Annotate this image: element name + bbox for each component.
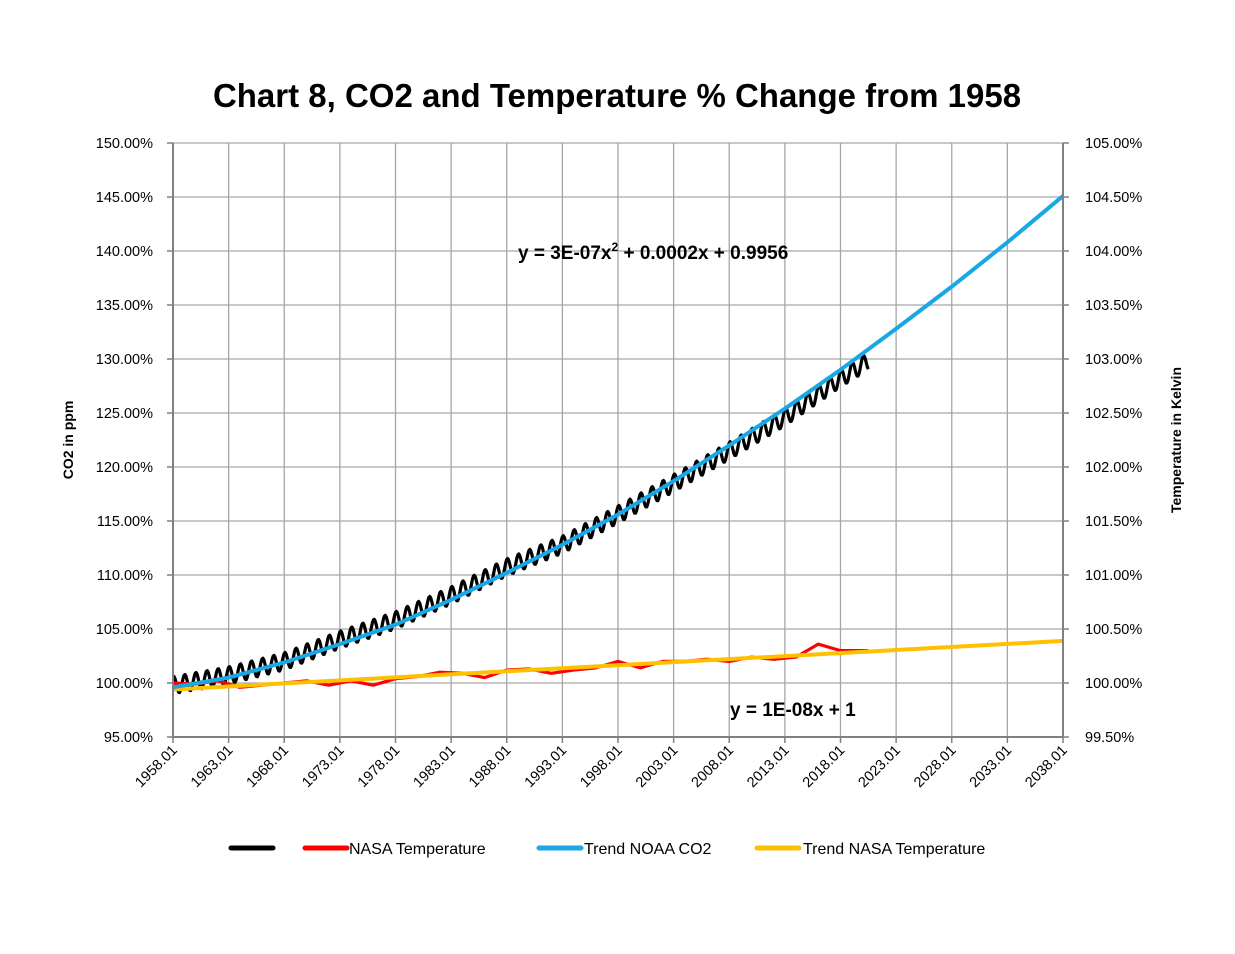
x-tick-label: 2033.01 — [967, 743, 1015, 791]
temperature-trend-equation: y = 1E-08x + 1 — [730, 700, 856, 721]
y-tick-label-right: 103.50% — [1085, 298, 1142, 314]
co2-trend-equation-part: y = 3E-07x — [518, 243, 612, 264]
x-tick-label: 2008.01 — [689, 743, 737, 791]
series-layer — [172, 194, 1065, 695]
right-axis-title: Temperature in Kelvin — [1168, 367, 1184, 513]
chart-title: Chart 8, CO2 and Temperature % Change fr… — [213, 77, 1021, 114]
y-tick-label-right: 99.50% — [1085, 730, 1134, 746]
y-tick-label-left: 100.00% — [96, 676, 153, 692]
x-tick-label: 1978.01 — [355, 743, 403, 791]
legend-label-nasa-temperature: NASA Temperature — [349, 841, 486, 858]
x-tick-label: 1968.01 — [244, 743, 292, 791]
y-tick-label-left: 135.00% — [96, 298, 153, 314]
legend-label-trend-nasa-temperature: Trend NASA Temperature — [803, 841, 985, 858]
legend-label-trend-noaa-co2: Trend NOAA CO2 — [584, 841, 712, 858]
y-tick-label-right: 102.00% — [1085, 460, 1142, 476]
x-tick-label: 1998.01 — [577, 743, 625, 791]
y-tick-label-left: 105.00% — [96, 622, 153, 638]
x-tick-label: 2018.01 — [800, 743, 848, 791]
y-tick-label-left: 120.00% — [96, 460, 153, 476]
axes: 95.00% 99.50% 100.00% 100.00% 105.00% 100.50%… — [96, 136, 1143, 791]
y-tick-label-left: 140.00% — [96, 244, 153, 260]
x-tick-label: 1973.01 — [299, 743, 347, 791]
y-tick-label-left: 95.00% — [104, 730, 153, 746]
x-tick-label: 1963.01 — [188, 743, 236, 791]
series-line-trend-nasa-temperature — [172, 638, 1064, 692]
co2-trend-equation-part: + 0.0002x + 0.9956 — [618, 243, 788, 264]
x-tick-label: 2028.01 — [911, 743, 959, 791]
y-tick-label-left: 150.00% — [96, 136, 153, 152]
x-tick-label: 1958.01 — [132, 743, 180, 791]
y-tick-label-right: 103.00% — [1085, 352, 1142, 368]
left-axis-title: CO2 in ppm — [60, 401, 76, 480]
x-tick-label: 2023.01 — [856, 743, 904, 791]
y-tick-label-left: 145.00% — [96, 190, 153, 206]
y-tick-label-left: 125.00% — [96, 406, 153, 422]
x-tick-label: 1993.01 — [522, 743, 570, 791]
y-tick-label-left: 115.00% — [97, 514, 153, 530]
x-tick-label: 2013.01 — [744, 743, 792, 791]
y-tick-label-left: 130.00% — [96, 352, 153, 368]
y-tick-label-right: 104.50% — [1085, 190, 1142, 206]
y-tick-label-right: 104.00% — [1085, 244, 1142, 260]
y-tick-label-right: 100.50% — [1085, 622, 1142, 638]
annotations: y = 3E-07x2 + 0.0002x + 0.9956 y = 1E-08x… — [518, 240, 856, 721]
series-line-co2-monthly — [172, 353, 870, 695]
co2-trend-equation: y = 3E-07x2 + 0.0002x + 0.9956 — [518, 240, 788, 264]
x-tick-label: 2038.01 — [1022, 743, 1070, 791]
y-tick-label-left: 110.00% — [97, 568, 153, 584]
y-tick-label-right: 100.00% — [1085, 676, 1142, 692]
legend: NASA Temperature Trend NOAA CO2 Trend NASA… — [228, 841, 985, 858]
y-tick-label-right: 105.00% — [1085, 136, 1142, 152]
y-tick-label-right: 101.00% — [1085, 568, 1142, 584]
y-tick-label-right: 102.50% — [1085, 406, 1142, 422]
series-line-trend-noaa-co2 — [172, 194, 1065, 690]
co2-trend-equation-exponent: 2 — [612, 240, 619, 254]
x-tick-label: 2003.01 — [633, 743, 681, 791]
x-tick-label: 1988.01 — [466, 743, 514, 791]
y-tick-label-right: 101.50% — [1085, 514, 1142, 530]
x-tick-label: 1983.01 — [411, 743, 459, 791]
